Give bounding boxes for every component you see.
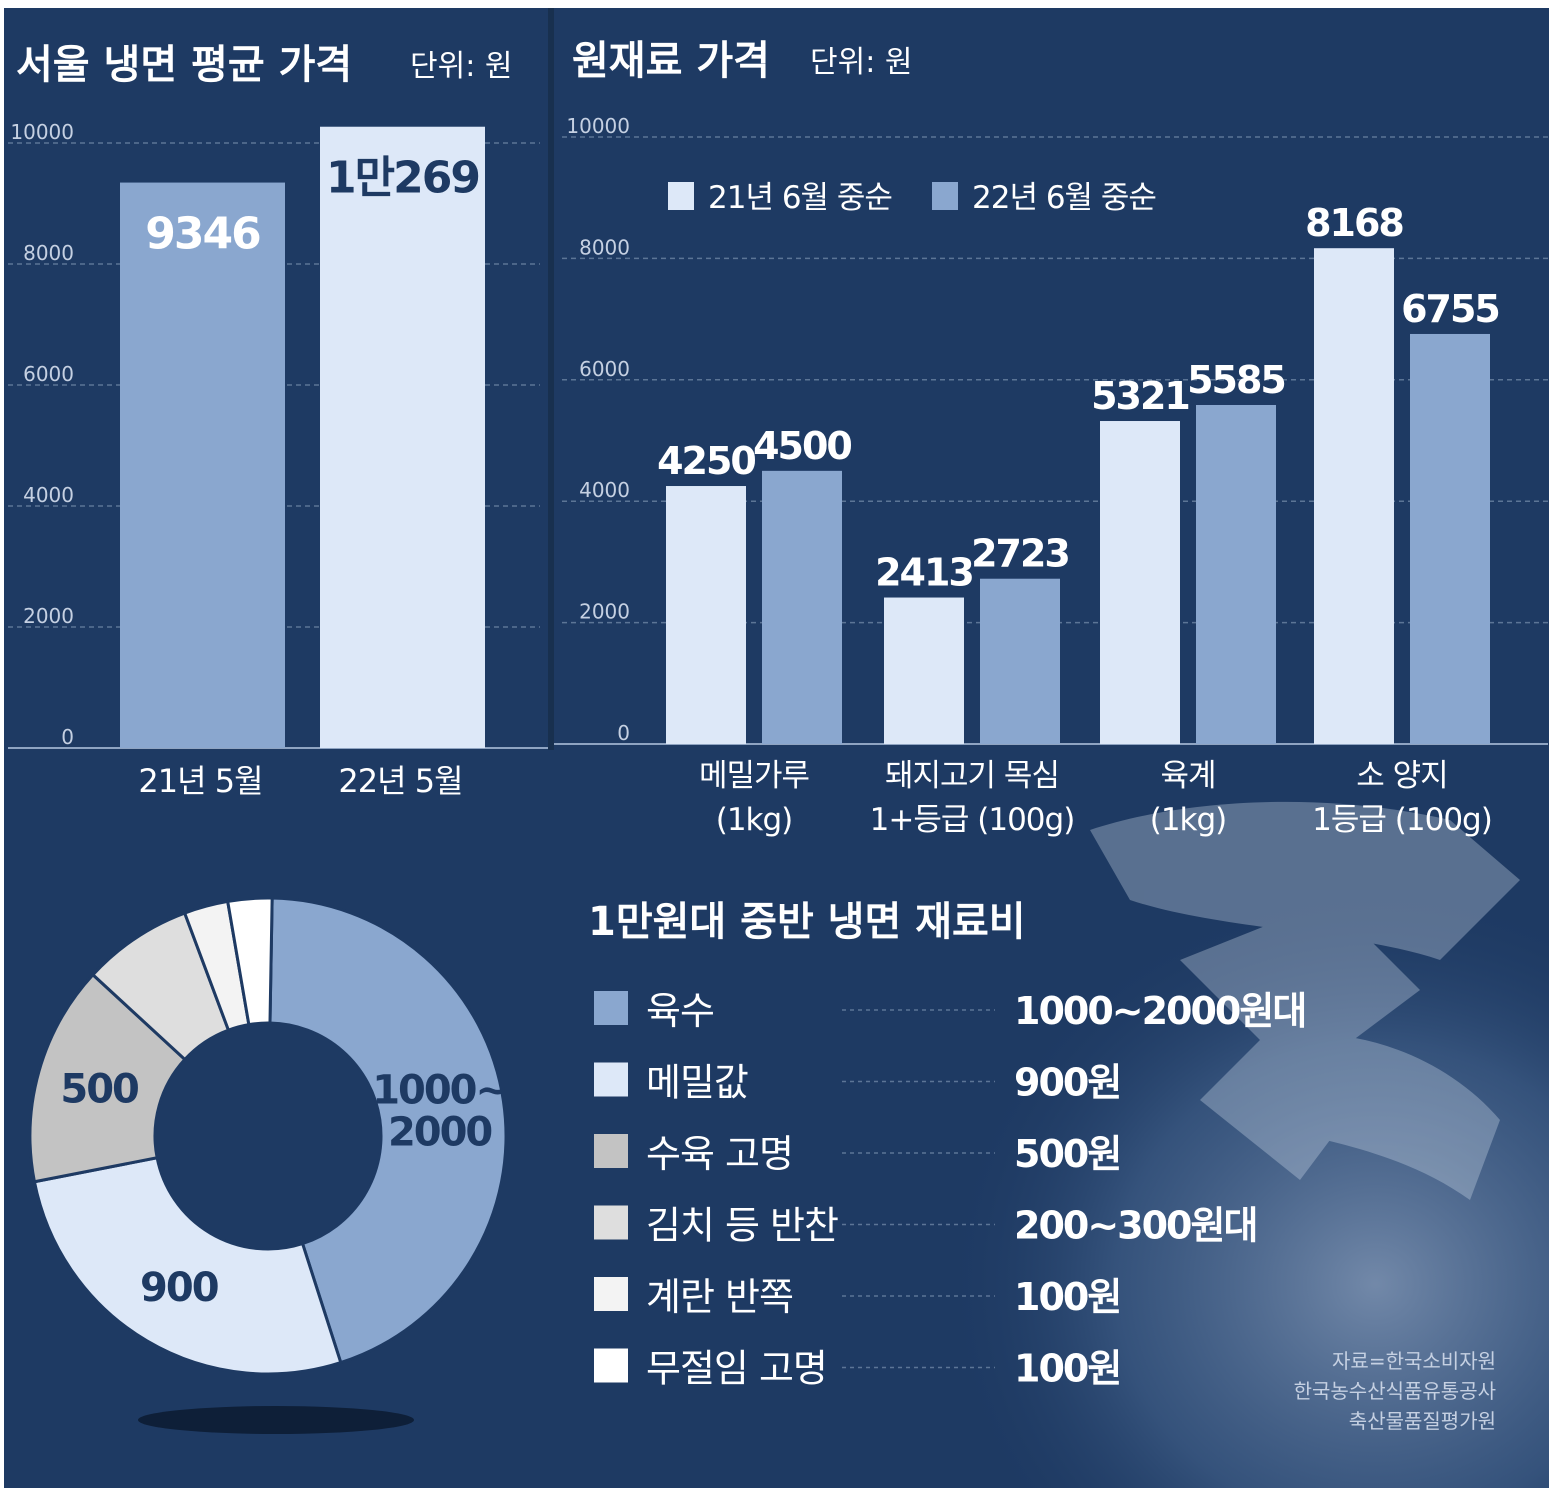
legend-label: 메밀값: [646, 1061, 748, 1105]
bar-value-label: 2723: [971, 532, 1069, 576]
legend-value: 1000~2000원대: [1014, 989, 1305, 1033]
source-line-1: 자료=한국소비자원: [1332, 1349, 1496, 1373]
bar-value-label: 2413: [875, 551, 973, 595]
y-tick-label: 2000: [579, 600, 630, 624]
legend-label: 수육 고명: [646, 1132, 793, 1176]
bar: [1100, 421, 1180, 744]
bar-value-label: 6755: [1401, 287, 1499, 331]
bar: [120, 182, 285, 748]
legend-swatch: [594, 1205, 628, 1240]
x-tick-label: 21년 5월: [138, 762, 262, 800]
y-tick-label: 4000: [23, 483, 74, 507]
y-tick-label: 8000: [579, 235, 630, 259]
y-tick-label: 2000: [23, 604, 74, 628]
x-tick-label: 소 양지: [1356, 758, 1447, 794]
legend-swatch: [932, 182, 958, 210]
source-line-3: 축산물품질평가원: [1349, 1409, 1496, 1433]
donut-hole: [156, 1024, 380, 1248]
donut-slice-label: 500: [60, 1066, 138, 1112]
legend-swatch: [668, 182, 694, 210]
bar: [1410, 333, 1490, 744]
bar: [884, 597, 964, 744]
donut-slice: [225, 896, 274, 1027]
y-tick-label: 8000: [23, 241, 74, 265]
bar: [666, 486, 746, 744]
source-line-2: 한국농수산식품유통공사: [1294, 1379, 1496, 1403]
donut-slice-label: 2000: [388, 1109, 491, 1155]
legend-value: 200~300원대: [1014, 1204, 1256, 1248]
bar-value-label: 5585: [1187, 358, 1285, 402]
legend-value: 100원: [1014, 1275, 1120, 1319]
legend-value: 100원: [1014, 1347, 1120, 1391]
legend-swatch: [594, 1277, 628, 1311]
legend-label: 육수: [646, 989, 714, 1033]
panel-divider: [548, 8, 554, 750]
y-tick-label: 0: [61, 725, 74, 749]
legend-swatch: [594, 1348, 628, 1383]
bar: [1314, 248, 1394, 744]
donut-chart: 1000~2000 900 500: [28, 896, 509, 1376]
legend-label: 김치 등 반찬: [646, 1204, 838, 1248]
x-tick-label: 1등급 (100g): [1312, 802, 1492, 838]
bar-value-label: 8168: [1305, 201, 1403, 245]
y-tick-label: 6000: [579, 357, 630, 381]
legend-value: 500원: [1014, 1132, 1120, 1176]
donut-slice: [32, 1155, 343, 1376]
y-tick-label: 4000: [579, 478, 630, 502]
donut-slice-label: 1000~: [372, 1067, 507, 1113]
bar-value-label: 1만269: [326, 153, 479, 204]
x-tick-label: 육계: [1160, 758, 1215, 794]
legend-swatch: [594, 991, 628, 1025]
legend-label: 무절임 고명: [646, 1347, 827, 1391]
donut-slice-label: 900: [140, 1265, 218, 1311]
y-tick-label: 10000: [10, 120, 74, 144]
x-tick-label: 1+등급 (100g): [870, 802, 1075, 838]
left-bar-chart: 0 2000 4000 6000 8000 10000 9346 21년 5월 1만269 22년…: [8, 120, 548, 800]
bar-value-label: 5321: [1091, 374, 1189, 418]
noodle-photo-background: [760, 760, 1549, 1488]
legend-label: 22년 6월 중순: [972, 180, 1156, 216]
x-tick-label: 돼지고기 목심: [885, 758, 1059, 794]
bar-value-label: 4250: [657, 439, 755, 483]
y-tick-label: 0: [617, 721, 630, 745]
right-chart-unit: 단위: 원: [810, 45, 912, 80]
noodle-photo-shapes: [1090, 801, 1520, 1200]
y-tick-label: 10000: [566, 114, 630, 138]
legend-value: 900원: [1014, 1061, 1120, 1105]
left-chart-title: 서울 냉면 평균 가격: [16, 42, 352, 88]
x-tick-label: (1kg): [1150, 802, 1227, 838]
left-chart-unit: 단위: 원: [410, 49, 512, 84]
y-tick-label: 6000: [23, 362, 74, 386]
legend-label: 21년 6월 중순: [708, 180, 892, 216]
legend-swatch: [594, 1062, 628, 1097]
bar: [1196, 404, 1276, 744]
x-tick-label: 메밀가루: [699, 758, 809, 794]
bar: [320, 126, 485, 748]
bar-value-label: 4500: [753, 424, 851, 468]
bar: [980, 578, 1060, 744]
legend-swatch: [594, 1134, 628, 1168]
donut-slice: [268, 896, 508, 1365]
donut-chart-title: 1만원대 중반 냉면 재료비: [588, 899, 1026, 945]
bar-value-label: 9346: [145, 209, 260, 260]
bar: [762, 470, 842, 744]
right-bar-chart: 0 2000 4000 6000 8000 10000 4250 2413 5321 8168 45…: [554, 114, 1548, 838]
donut-slice: [28, 972, 187, 1184]
x-tick-label: (1kg): [716, 802, 793, 838]
legend-label: 계란 반쪽: [646, 1275, 793, 1319]
x-tick-label: 22년 5월: [338, 762, 462, 800]
right-chart-title: 원재료 가격: [572, 38, 770, 84]
donut-shadow: [138, 1406, 414, 1434]
